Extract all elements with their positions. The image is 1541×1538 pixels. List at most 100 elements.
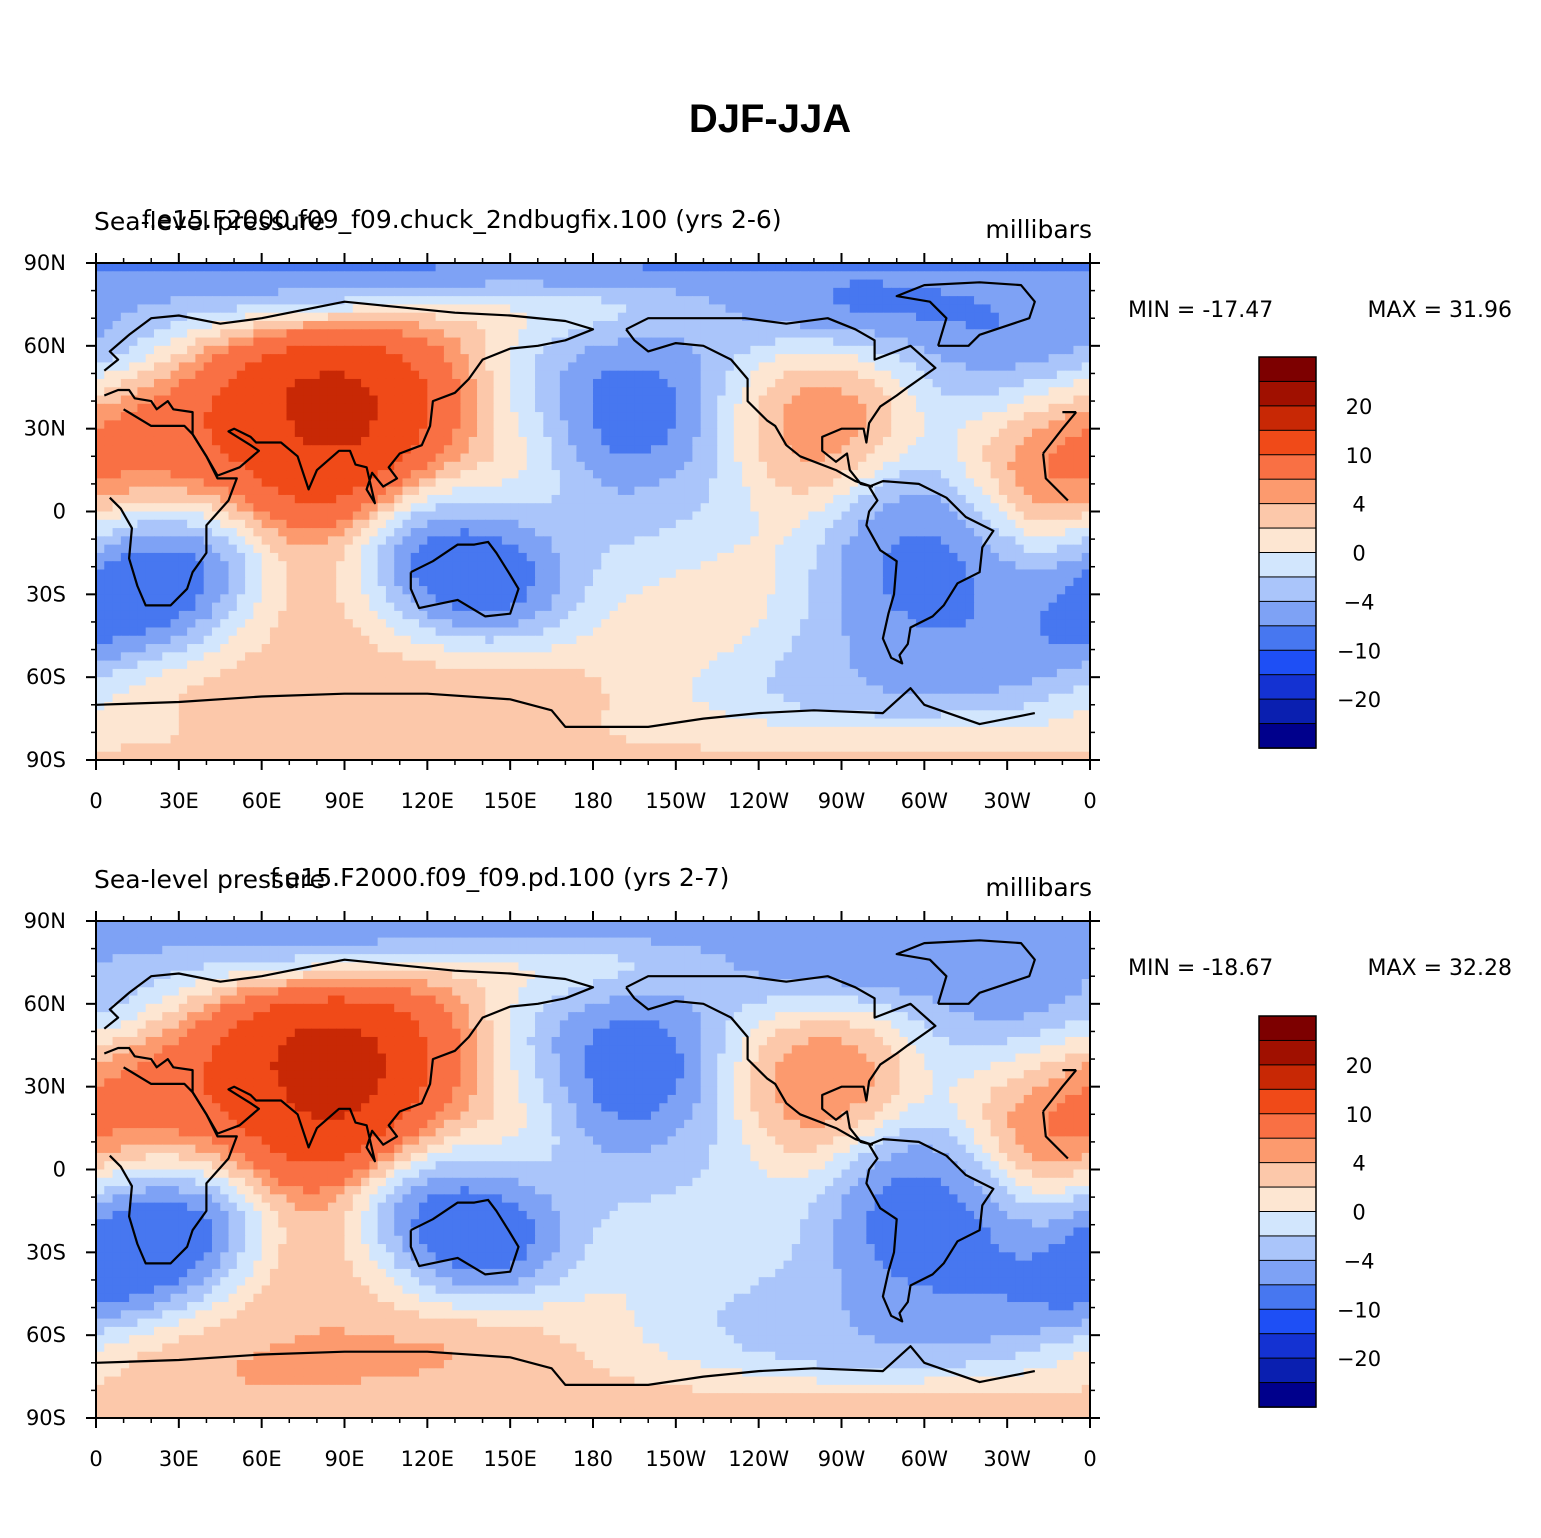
field-cell <box>1073 536 1083 546</box>
field-cell <box>692 544 702 554</box>
field-cell <box>675 395 685 405</box>
field-cell <box>626 362 636 372</box>
field-cell <box>485 536 495 546</box>
field-cell <box>294 536 304 546</box>
field-cell <box>477 387 486 397</box>
field-cell <box>675 387 685 397</box>
field-cell <box>750 395 760 405</box>
field-cell <box>435 569 445 579</box>
field-cell <box>576 494 586 504</box>
field-cell <box>940 453 950 463</box>
field-cell <box>733 436 743 446</box>
field-cell <box>659 569 669 579</box>
field-cell <box>824 370 834 380</box>
field-cell <box>891 279 901 289</box>
field-cell <box>874 362 884 372</box>
field-cell <box>319 528 329 537</box>
field-cell <box>112 577 122 587</box>
field-cell <box>659 494 669 504</box>
field-cell <box>965 577 975 587</box>
field-cell <box>211 263 221 272</box>
field-cell <box>96 594 105 604</box>
field-cell <box>833 569 843 579</box>
field-cell <box>493 403 503 413</box>
field-cell <box>518 329 528 339</box>
field-cell <box>783 594 793 604</box>
field-cell <box>650 478 660 488</box>
field-cell <box>916 362 925 372</box>
field-cell <box>791 412 801 421</box>
field-cell <box>261 436 271 446</box>
field-cell <box>1015 577 1025 587</box>
field-cell <box>1056 279 1066 289</box>
field-cell <box>410 470 420 479</box>
field-cell <box>559 478 569 488</box>
field-cell <box>452 461 462 471</box>
field-cell <box>319 320 329 330</box>
field-cell <box>327 503 337 513</box>
field-cell <box>170 345 180 355</box>
field-cell <box>303 354 312 363</box>
field-cell <box>269 362 279 372</box>
field-cell <box>775 354 785 363</box>
field-cell <box>377 271 387 281</box>
field-cell <box>833 594 843 604</box>
field-cell <box>452 287 462 297</box>
field-cell <box>319 271 329 281</box>
field-cell <box>460 329 470 339</box>
field-cell <box>311 304 321 314</box>
field-cell <box>841 486 851 496</box>
field-cell <box>708 304 718 314</box>
field-cell <box>153 602 163 612</box>
field-cell <box>137 428 147 438</box>
field-cell <box>899 494 909 504</box>
field-cell <box>518 279 528 289</box>
field-cell <box>766 486 776 496</box>
field-cell <box>518 552 528 562</box>
field-cell <box>468 395 478 405</box>
field-cell <box>568 287 578 297</box>
field-cell <box>750 296 760 306</box>
field-cell <box>675 263 685 272</box>
field-cell <box>1056 412 1066 421</box>
field-cell <box>866 378 876 388</box>
field-cell <box>178 345 188 355</box>
field-cell <box>286 494 296 504</box>
field-cell <box>535 486 544 496</box>
field-cell <box>394 320 404 330</box>
field-cell <box>211 345 221 355</box>
field-cell <box>957 345 967 355</box>
field-cell <box>286 544 296 554</box>
field-cell <box>361 304 370 314</box>
field-cell <box>352 544 362 554</box>
field-cell <box>129 354 139 363</box>
field-cell <box>145 552 155 562</box>
field-cell <box>369 312 379 322</box>
field-cell <box>203 337 213 347</box>
field-cell <box>584 263 594 272</box>
field-cell <box>278 494 288 504</box>
field-cell <box>385 263 395 272</box>
field-cell <box>228 470 238 479</box>
field-cell <box>96 279 105 289</box>
field-cell <box>510 395 520 405</box>
field-cell <box>286 287 296 297</box>
field-cell <box>824 378 834 388</box>
field-cell <box>816 287 826 297</box>
field-cell <box>286 478 296 488</box>
field-cell <box>808 478 818 488</box>
field-cell <box>766 362 776 372</box>
field-cell <box>203 586 213 595</box>
field-cell <box>940 445 950 455</box>
field-cell <box>153 519 163 529</box>
field-cell <box>642 312 652 322</box>
field-cell <box>849 445 859 455</box>
field-cell <box>96 312 105 322</box>
field-cell <box>609 362 619 372</box>
field-cell <box>187 519 196 529</box>
field-cell <box>129 271 139 281</box>
field-cell <box>974 470 983 479</box>
field-cell <box>269 536 279 546</box>
field-cell <box>601 519 611 529</box>
field-cell <box>874 577 884 587</box>
